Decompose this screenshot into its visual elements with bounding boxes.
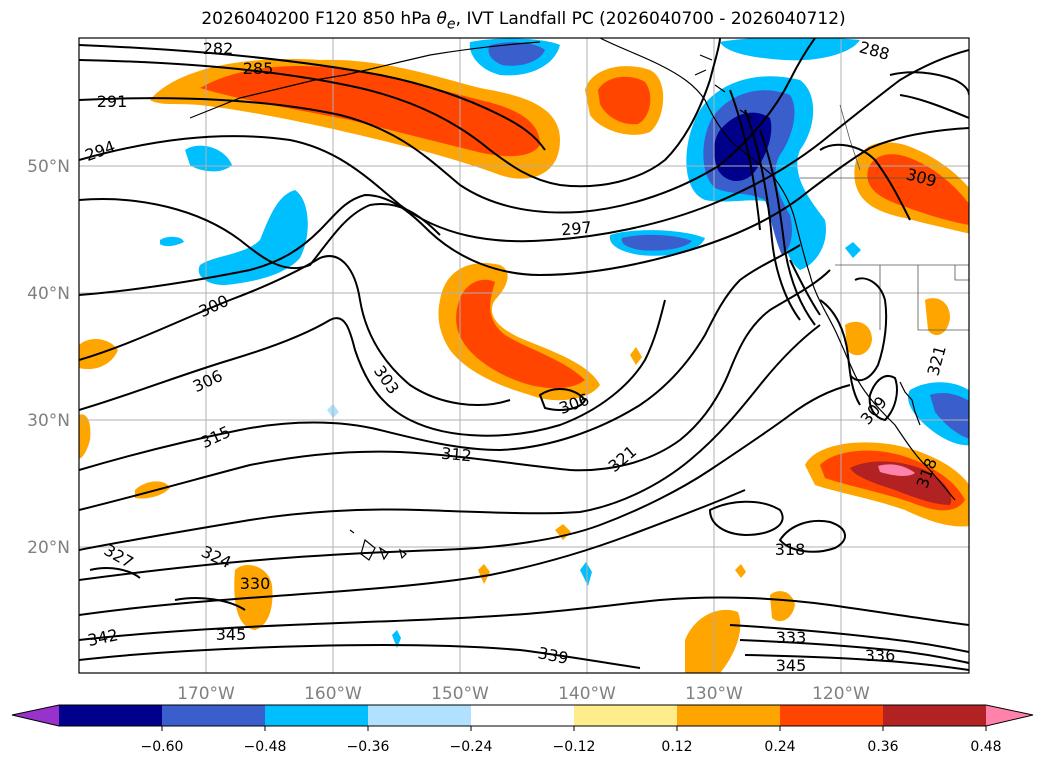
shade-baja-max [878,464,915,476]
map-panel: 282 285 288 291 294 297 300 303 306 306 … [79,38,969,675]
lon-label: 160°W [304,684,362,704]
borders [800,104,969,331]
shade-neg-165w [198,190,308,285]
lon-label: 170°W [177,684,235,704]
colorbar-extend-low [12,705,59,726]
lon-label: 140°W [558,684,616,704]
colorbar-tick-label: −0.48 [244,739,287,755]
colorbar-cell [162,705,266,726]
contour-label: 330 [240,574,271,593]
title-init-time: 2026040200 [201,9,310,29]
colorbar-cell [471,705,575,726]
colorbar-cell [883,705,987,726]
colorbar-tick-label: 0.12 [661,739,692,755]
colorbar-cells [59,705,987,726]
colorbar-cell [780,705,884,726]
shade-dot-2 [630,347,642,365]
shade-inland [925,298,950,336]
colorbar-tick-label: −0.12 [553,739,596,755]
lat-label: 50°N [27,157,70,177]
contour-label: 345 [216,625,247,644]
colorbar: −0.60 −0.48 −0.36 −0.24 −0.12 0.12 0.24 0.36 0.4… [11,704,1034,755]
shade-neg-small [160,236,184,247]
shade-dot-3 [478,564,490,584]
colorbar-cell [677,705,781,726]
shade-baja-inner [850,461,952,505]
shade-neg-140w-inner [621,234,692,251]
colorbar-tick-label: −0.60 [141,739,184,755]
shade-south-1 [685,609,741,673]
colorbar-tick-label: 0.24 [764,739,795,755]
coastlines [189,38,956,561]
colorbar-ticks: −0.60 −0.48 −0.36 −0.24 −0.12 0.12 0.24 0.36 0.4… [141,726,1002,755]
title-symbol-sub: e [446,16,456,33]
colorbar-tick-label: −0.24 [450,739,493,755]
shade-california [845,321,872,356]
contour-label: 297 [560,218,592,240]
shade-pnw-inner [867,154,969,225]
lon-label: 120°W [812,684,870,704]
shade-neg-dot-3 [845,242,861,258]
title-rest: , IVT Landfall PC (2026040700 - 20260407… [455,9,846,29]
contour-label: 282 [203,39,234,58]
contour-label: 285 [243,59,274,78]
title-level: 850 hPa [362,9,432,29]
lon-label: 130°W [685,684,743,704]
lat-label: 20°N [27,538,70,558]
shade-neg-socal-inner [930,393,969,439]
contour-label: 345 [776,656,807,675]
title-forecast-hour: F120 [314,9,358,29]
shade-north-neg-inner [488,42,545,66]
colorbar-tick-label: −0.36 [347,739,390,755]
colorbar-tick-label: 0.36 [867,739,898,755]
shade-alaska-inner [200,65,540,157]
colorbar-tick-label: 0.48 [970,739,1001,755]
colorbar-cell [59,705,163,726]
colorbar-outline [11,704,1034,727]
colorbar-cell [368,705,472,726]
contour-label: 291 [97,92,128,111]
shade-central-inner [456,279,585,389]
map-title: 2026040200 F120 850 hPa θe, IVT Landfall… [0,9,1047,32]
contour-label: 333 [776,628,807,647]
shade-west-edge-2 [79,414,91,459]
lon-labels: 170°W 160°W 150°W 140°W 130°W 120°W [177,684,870,704]
lon-label: 150°W [431,684,489,704]
lat-label: 40°N [27,284,70,304]
theta-e-contours [79,38,969,671]
shade-neg-dot-1 [580,562,592,586]
shade-dot-4 [735,564,746,578]
map-frame [78,37,970,674]
shade-neg-dot-2 [392,630,401,648]
colorbar-cell [574,705,678,726]
pc-shading [79,38,969,673]
shade-neg-170w [185,145,232,172]
title-symbol: θ [436,9,447,29]
colorbar-extend-high [986,705,1033,726]
contour-label: 318 [775,540,806,559]
colorbar-cell [265,705,369,726]
lat-label: 30°N [27,411,70,431]
lat-labels: 20°N 30°N 40°N 50°N [27,157,70,558]
contour-label: 336 [865,646,896,665]
shade-north-neg-2 [720,38,860,61]
contour-label: 312 [440,444,472,466]
shade-goa-inner [598,76,651,125]
